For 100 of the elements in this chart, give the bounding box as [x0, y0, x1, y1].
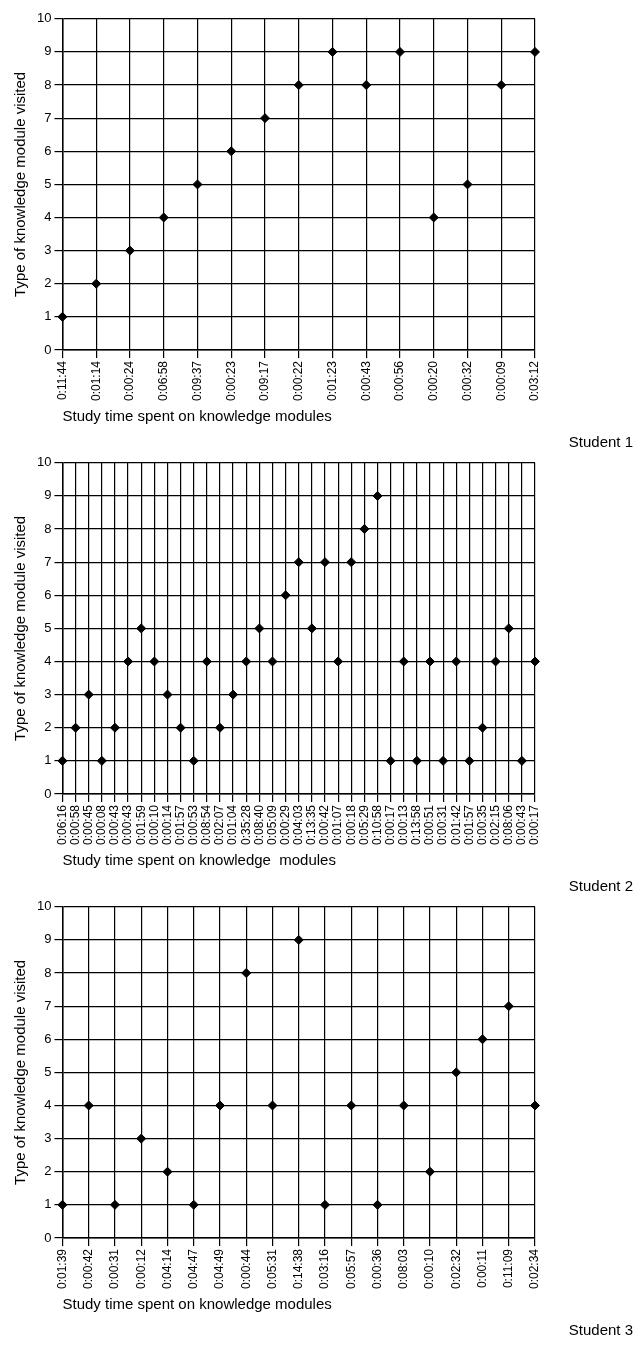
x-tick-label: 0:01:23: [324, 360, 339, 402]
point: [226, 146, 237, 157]
point: [530, 1100, 540, 1111]
x-tick-label: 0:00:17: [382, 804, 397, 846]
y-tick-label: 2: [44, 275, 52, 291]
point: [398, 1100, 409, 1111]
x-tick-label: 0:00:32: [459, 360, 474, 402]
x-tick-label: 0:04:14: [159, 1248, 174, 1290]
x-tick-label: 0:08:54: [199, 804, 214, 846]
point: [83, 1100, 94, 1111]
x-tick-label: 0:00:45: [81, 804, 96, 846]
x-tick-label: 0:10:58: [369, 804, 384, 846]
x-tick-label: 0:00:56: [392, 360, 407, 402]
point: [214, 722, 225, 733]
x-tick-label: 0:00:22: [291, 360, 306, 402]
point: [280, 590, 291, 601]
point: [424, 656, 435, 667]
x-tick-label: 0:06:58: [156, 360, 171, 402]
x-tick-label: 0:00:14: [159, 804, 174, 846]
point: [346, 557, 357, 568]
x-tick-label: 0:11:09: [501, 1248, 516, 1289]
x-tick-label: 0:09:17: [257, 360, 272, 402]
point: [490, 656, 501, 667]
y-tick-label: 7: [44, 109, 52, 125]
point: [411, 755, 422, 766]
y-tick-label: 1: [44, 308, 52, 324]
x-tick-label: 0:01:42: [448, 804, 463, 846]
point: [267, 1100, 278, 1111]
point: [57, 755, 68, 766]
y-tick-label: 7: [44, 997, 52, 1013]
x-tick-label: 0:00:35: [474, 804, 489, 846]
x-tick-label: 0:05:57: [343, 1248, 358, 1290]
x-tick-label: 0:00:08: [94, 804, 109, 846]
x-tick-label: 0:06:16: [54, 804, 69, 846]
point: [503, 623, 514, 634]
point: [83, 689, 94, 700]
point: [346, 1100, 357, 1111]
point: [359, 524, 370, 535]
point: [162, 1166, 173, 1177]
x-tick-label: 0:08:06: [501, 804, 516, 846]
y-tick-label: 6: [44, 142, 52, 158]
point: [372, 1199, 383, 1210]
point: [267, 656, 278, 667]
x-tick-label: 0:08:03: [396, 1248, 411, 1290]
point: [254, 623, 265, 634]
point: [530, 656, 540, 667]
point: [428, 212, 439, 223]
point: [424, 1166, 435, 1177]
x-tick-label: 0:03:16: [317, 1248, 332, 1290]
y-tick-label: 9: [44, 931, 52, 947]
x-tick-label: 0:00:43: [120, 804, 135, 846]
point: [188, 755, 199, 766]
x-tick-label: 0:04:49: [212, 1248, 227, 1290]
y-tick-label: 2: [44, 719, 52, 735]
point: [259, 113, 270, 124]
y-tick-label: 1: [44, 1196, 52, 1212]
x-tick-label: 0:00:18: [343, 804, 358, 846]
x-tick-label: 0:00:23: [223, 360, 238, 402]
point: [361, 80, 372, 91]
point: [306, 623, 317, 634]
y-tick-label: 9: [44, 487, 52, 503]
y-tick-label: 3: [44, 686, 52, 702]
point: [109, 1199, 120, 1210]
x-tick-label: 0:00:12: [133, 1248, 148, 1290]
point: [385, 755, 396, 766]
point: [477, 1034, 488, 1045]
point: [496, 80, 507, 91]
x-tick-label: 0:11:44: [54, 360, 69, 401]
point: [201, 656, 212, 667]
x-axis-title: Study time spent on knowledge modules: [62, 407, 332, 425]
y-tick-label: 8: [44, 76, 52, 92]
x-tick-label: 0:00:13: [396, 804, 411, 846]
point: [136, 1133, 147, 1144]
point: [241, 656, 252, 667]
point: [228, 689, 239, 700]
point: [241, 968, 252, 979]
x-tick-label: 0:00:53: [186, 804, 201, 846]
x-tick-label: 0:05:09: [264, 804, 279, 846]
x-tick-label: 0:01:57: [172, 804, 187, 846]
point: [464, 755, 475, 766]
x-axis-title: Study time spent on knowledge modules: [62, 1295, 332, 1313]
point: [293, 934, 304, 945]
point: [327, 46, 338, 57]
y-tick-label: 0: [44, 785, 52, 801]
y-tick-label: 8: [44, 520, 52, 536]
x-tick-label: 0:00:43: [358, 360, 373, 402]
x-tick-label: 0:14:38: [291, 1248, 306, 1290]
x-tick-label: 0:03:12: [527, 360, 542, 402]
y-tick-label: 3: [44, 242, 52, 258]
point: [57, 1199, 68, 1210]
point: [175, 722, 186, 733]
y-tick-label: 1: [44, 752, 52, 768]
point: [158, 212, 169, 223]
x-tick-label: 0:01:39: [54, 1248, 69, 1290]
y-tick-label: 4: [44, 653, 52, 669]
x-tick-label: 0:01:59: [133, 804, 148, 846]
y-axis-title: Type of knowledge module visited: [11, 959, 29, 1185]
y-tick-label: 10: [36, 10, 52, 26]
text: Student 3: [568, 1320, 633, 1338]
y-tick-label: 0: [44, 341, 52, 357]
